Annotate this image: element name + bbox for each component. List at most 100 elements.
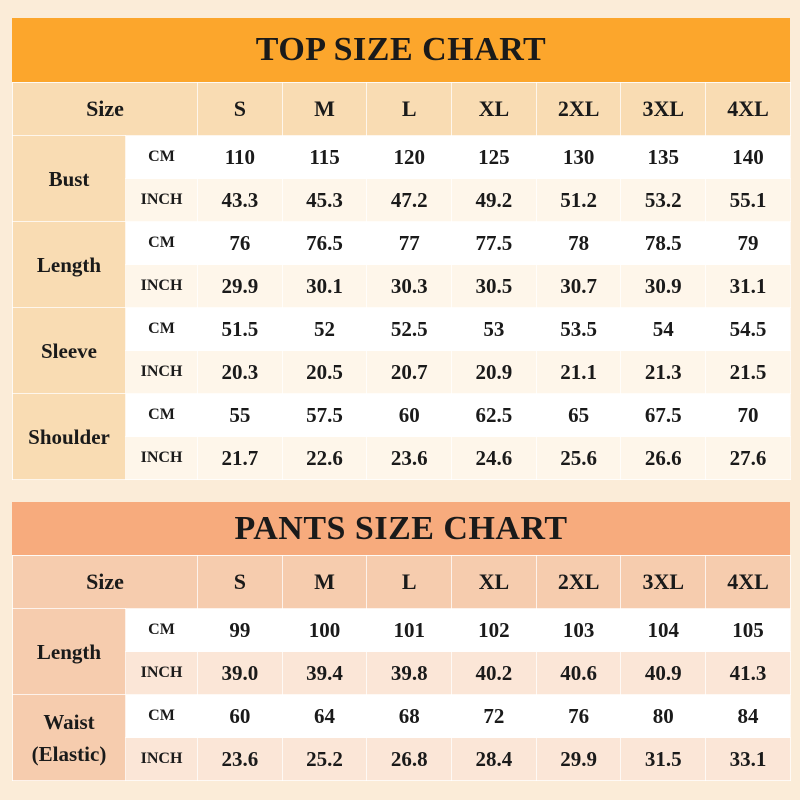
unit-label: INCH: [124, 436, 199, 480]
value-cell: 79: [705, 221, 791, 265]
value-cell: 53: [451, 307, 537, 351]
value-cell: 53.5: [535, 307, 622, 351]
size-label: Size: [11, 555, 199, 609]
value-cell: 41.3: [705, 651, 791, 695]
value-cell: 43.3: [197, 178, 283, 222]
value-cell: 49.2: [451, 178, 537, 222]
table-row: Bust CM 110 115 120 125 130 135 140: [12, 135, 791, 222]
size-header-2xl: 2XL: [535, 82, 622, 136]
pants-size-chart: PANTS SIZE CHART Size S M L XL 2XL 3XL 4XL Lengt…: [11, 502, 791, 781]
unit-label: CM: [124, 694, 199, 738]
size-header-l: L: [366, 82, 453, 136]
value-cell: 26.6: [620, 436, 707, 480]
value-cell: 102: [451, 608, 537, 652]
value-cell: 135: [620, 135, 707, 179]
table-row: Waist (Elastic) CM 60 64 68 72 76 80 84: [12, 694, 791, 781]
pants-size-table: Size S M L XL 2XL 3XL 4XL Length CM 99 100 101 102 103…: [11, 555, 791, 781]
value-cell: 33.1: [705, 737, 791, 781]
value-cell: 28.4: [451, 737, 537, 781]
value-cell: 72: [451, 694, 537, 738]
value-cell: 40.6: [535, 651, 622, 695]
value-cell: 51.5: [197, 307, 283, 351]
value-cell: 24.6: [451, 436, 537, 480]
size-header-row: Size S M L XL 2XL 3XL 4XL: [11, 555, 791, 609]
value-cell: 45.3: [281, 178, 368, 222]
value-cell: 21.5: [705, 350, 791, 394]
measurement-label: Waist (Elastic): [12, 694, 126, 781]
value-cell: 77.5: [451, 221, 537, 265]
value-cell: 70: [705, 393, 791, 437]
value-cell: 99: [197, 608, 283, 652]
measurement-label: Bust: [12, 135, 126, 222]
value-cell: 110: [197, 135, 283, 179]
pants-chart-title: PANTS SIZE CHART: [12, 502, 790, 555]
value-cell: 80: [620, 694, 707, 738]
value-cell: 57.5: [281, 393, 368, 437]
value-cell: 20.3: [197, 350, 283, 394]
table-row: Length CM 76 76.5 77 77.5 78 78.5 79: [12, 221, 791, 308]
value-cell: 47.2: [366, 178, 453, 222]
unit-label: CM: [124, 393, 199, 437]
table-row: INCH 21.7 22.6 23.6 24.6 25.6 26.6 27.6: [13, 436, 791, 480]
value-cell: 40.9: [620, 651, 707, 695]
value-cell: 64: [281, 694, 368, 738]
value-cell: 54.5: [705, 307, 791, 351]
value-cell: 115: [281, 135, 368, 179]
value-cell: 40.2: [451, 651, 537, 695]
size-header-l: L: [366, 555, 453, 609]
value-cell: 68: [366, 694, 453, 738]
size-header-row: Size S M L XL 2XL 3XL 4XL: [11, 82, 791, 136]
value-cell: 23.6: [366, 436, 453, 480]
value-cell: 76: [197, 221, 283, 265]
table-row: INCH 23.6 25.2 26.8 28.4 29.9 31.5 33.1: [13, 737, 791, 781]
value-cell: 67.5: [620, 393, 707, 437]
size-header-2xl: 2XL: [535, 555, 622, 609]
unit-label: INCH: [124, 737, 199, 781]
value-cell: 51.2: [535, 178, 622, 222]
value-cell: 20.9: [451, 350, 537, 394]
value-cell: 78: [535, 221, 622, 265]
value-cell: 105: [705, 608, 791, 652]
value-cell: 125: [451, 135, 537, 179]
unit-label: INCH: [124, 651, 199, 695]
size-header-4xl: 4XL: [705, 82, 791, 136]
top-size-table: Size S M L XL 2XL 3XL 4XL Bust CM 110 115 120 125 130 1…: [11, 82, 791, 480]
value-cell: 77: [366, 221, 453, 265]
value-cell: 39.0: [197, 651, 283, 695]
value-cell: 30.3: [366, 264, 453, 308]
value-cell: 30.7: [535, 264, 622, 308]
value-cell: 84: [705, 694, 791, 738]
size-header-s: S: [197, 82, 283, 136]
value-cell: 60: [197, 694, 283, 738]
unit-label: INCH: [124, 264, 199, 308]
measurement-label: Length: [12, 221, 126, 308]
measurement-label: Shoulder: [12, 393, 126, 480]
value-cell: 39.8: [366, 651, 453, 695]
value-cell: 101: [366, 608, 453, 652]
size-header-xl: XL: [451, 555, 537, 609]
table-row: Length CM 99 100 101 102 103 104 105: [12, 608, 791, 695]
size-header-m: M: [281, 555, 368, 609]
value-cell: 78.5: [620, 221, 707, 265]
table-row: Shoulder CM 55 57.5 60 62.5 65 67.5 70: [12, 393, 791, 480]
value-cell: 53.2: [620, 178, 707, 222]
size-header-xl: XL: [451, 82, 537, 136]
value-cell: 21.7: [197, 436, 283, 480]
table-row: INCH 43.3 45.3 47.2 49.2 51.2 53.2 55.1: [13, 178, 791, 222]
value-cell: 120: [366, 135, 453, 179]
table-row: INCH 29.9 30.1 30.3 30.5 30.7 30.9 31.1: [13, 264, 791, 308]
value-cell: 62.5: [451, 393, 537, 437]
value-cell: 30.9: [620, 264, 707, 308]
value-cell: 30.1: [281, 264, 368, 308]
value-cell: 21.1: [535, 350, 622, 394]
unit-label: CM: [124, 135, 199, 179]
value-cell: 22.6: [281, 436, 368, 480]
value-cell: 54: [620, 307, 707, 351]
value-cell: 60: [366, 393, 453, 437]
value-cell: 52.5: [366, 307, 453, 351]
value-cell: 25.2: [281, 737, 368, 781]
value-cell: 27.6: [705, 436, 791, 480]
size-header-3xl: 3XL: [620, 555, 707, 609]
size-header-3xl: 3XL: [620, 82, 707, 136]
value-cell: 103: [535, 608, 622, 652]
